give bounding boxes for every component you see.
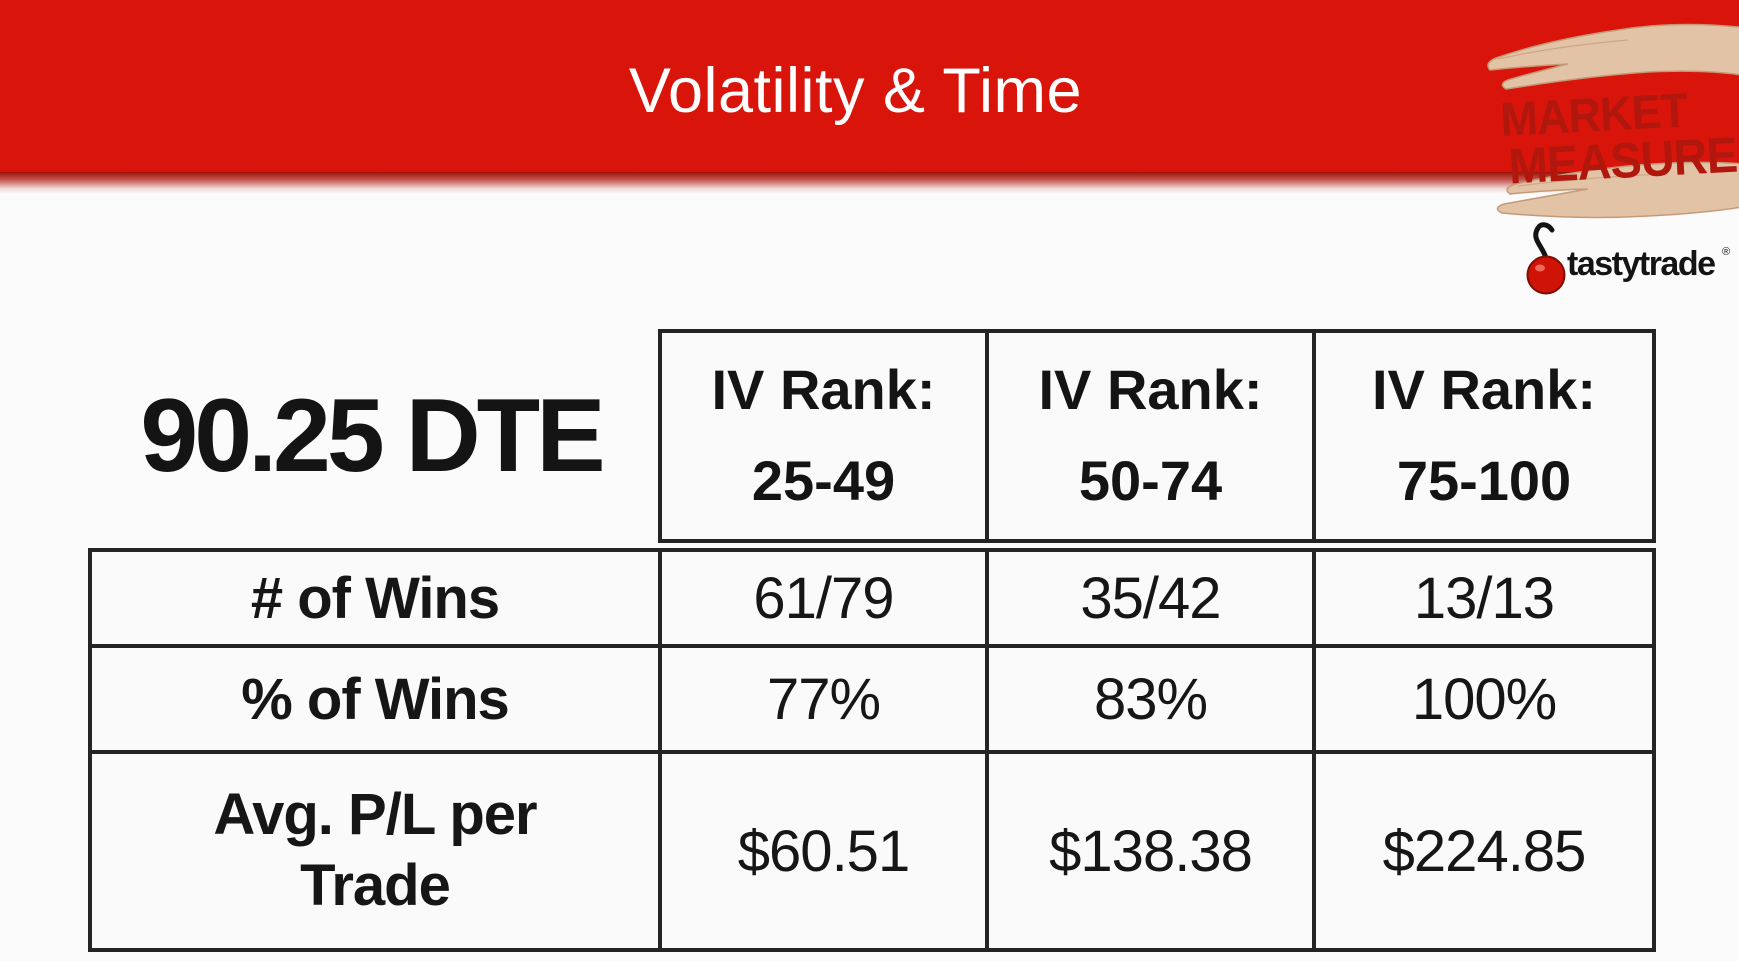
slide-title: Volatility & Time <box>628 56 1083 126</box>
row-label-pct-wins: % of Wins <box>92 648 658 750</box>
trademark-symbol: ® <box>1722 246 1730 258</box>
banner-bottom-fade <box>0 172 1739 194</box>
title-banner: Volatility & Time <box>0 0 1739 172</box>
header-line1: IV Rank: <box>1038 358 1263 422</box>
hand-top-icon <box>1487 23 1739 90</box>
tastytrade-logo: tastytrade ® <box>1526 222 1730 295</box>
value-avg-pl-iv-75-100: $224.85 <box>1316 754 1652 948</box>
row-label-line1: Avg. P/L per <box>213 782 537 848</box>
value-num-wins-iv-75-100: 13/13 <box>1316 552 1652 644</box>
row-label-avg-pl: Avg. P/L per Trade <box>92 754 658 948</box>
value-num-wins-iv-25-49: 61/79 <box>662 552 985 644</box>
iv-rank-header-50-74: IV Rank: 50-74 <box>989 333 1312 539</box>
header-line2: 25-49 <box>751 449 896 512</box>
value-pct-wins-iv-50-74: 83% <box>989 648 1312 750</box>
value-avg-pl-iv-50-74: $138.38 <box>989 754 1312 948</box>
iv-rank-header-75-100: IV Rank: 75-100 <box>1316 333 1652 539</box>
value-pct-wins-iv-25-49: 77% <box>662 648 985 750</box>
market-measures-logo: MARKET MEASURES <box>1487 23 1739 219</box>
row-label-num-wins: # of Wins <box>92 552 658 644</box>
hand-bottom-icon <box>1496 161 1739 219</box>
header-line1: IV Rank: <box>1371 358 1597 422</box>
header-line2: 75-100 <box>1396 449 1572 512</box>
stats-table: # of Wins 61/79 35/42 13/13 % of Wins 77… <box>88 548 1656 952</box>
value-num-wins-iv-50-74: 35/42 <box>989 552 1312 644</box>
tastytrade-wordmark: tastytrade <box>1567 245 1715 283</box>
iv-rank-header-25-49: IV Rank: 25-49 <box>662 333 985 539</box>
iv-rank-header-row: IV Rank: 25-49 IV Rank: 50-74 IV Rank: 7… <box>658 329 1656 543</box>
header-line1: IV Rank: <box>711 358 936 422</box>
dte-label: 90.25 DTE <box>140 377 605 494</box>
market-measures-line2: MEASURES <box>1507 126 1739 195</box>
header-line2: 50-74 <box>1078 449 1223 512</box>
value-pct-wins-iv-75-100: 100% <box>1316 648 1652 750</box>
value-avg-pl-iv-25-49: $60.51 <box>662 754 985 948</box>
cherry-icon <box>1526 222 1566 295</box>
market-measures-wordmark: MARKET MEASURES <box>1499 83 1739 195</box>
market-measures-line1: MARKET <box>1499 83 1689 146</box>
row-label-line2: Trade <box>300 853 451 918</box>
